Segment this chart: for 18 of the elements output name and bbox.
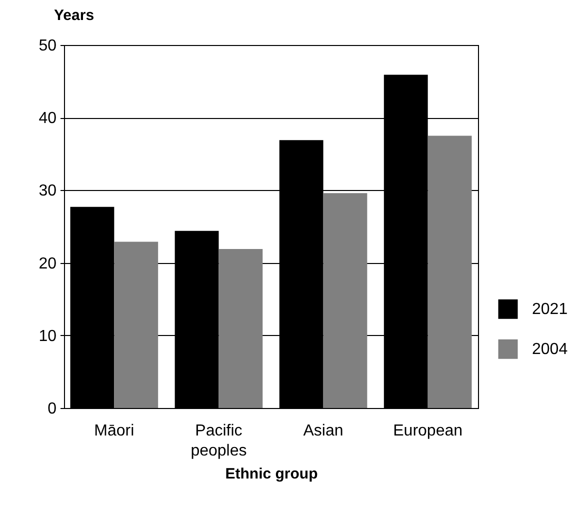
y-axis-title: Years — [54, 7, 94, 24]
y-tick-label: 0 — [48, 400, 57, 418]
legend-label: 2021 — [532, 301, 568, 318]
bar — [114, 242, 158, 408]
y-tick-label: 40 — [38, 110, 57, 128]
legend-label: 2004 — [532, 341, 568, 358]
y-tick-label: 20 — [38, 255, 57, 272]
x-tick-label: European — [393, 422, 463, 440]
bar — [428, 136, 472, 408]
x-axis-title: Ethnic group — [225, 466, 318, 482]
x-tick-label: Māori — [94, 422, 134, 440]
x-tick-label: Pacific peoples — [190, 422, 247, 460]
y-tick-label: 50 — [38, 38, 57, 54]
y-tick-label: 10 — [38, 328, 57, 345]
bar — [218, 249, 263, 408]
x-tick-label: Asian — [303, 422, 344, 440]
y-tick-label: 30 — [38, 182, 57, 200]
bar — [323, 193, 368, 408]
